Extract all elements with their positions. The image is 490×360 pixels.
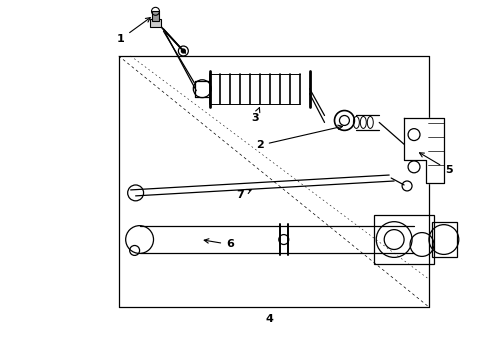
Text: 6: 6 bbox=[204, 239, 234, 249]
Bar bbox=[432, 222, 457, 257]
Polygon shape bbox=[404, 118, 444, 183]
Text: 3: 3 bbox=[251, 108, 260, 123]
Text: 4: 4 bbox=[266, 314, 274, 324]
Circle shape bbox=[181, 49, 185, 53]
Text: 2: 2 bbox=[256, 125, 343, 150]
Bar bbox=[374, 215, 434, 264]
Text: 7: 7 bbox=[236, 189, 251, 200]
Text: 1: 1 bbox=[117, 18, 150, 44]
Text: 5: 5 bbox=[419, 153, 453, 175]
Bar bbox=[151, 11, 159, 21]
Bar bbox=[149, 19, 162, 27]
